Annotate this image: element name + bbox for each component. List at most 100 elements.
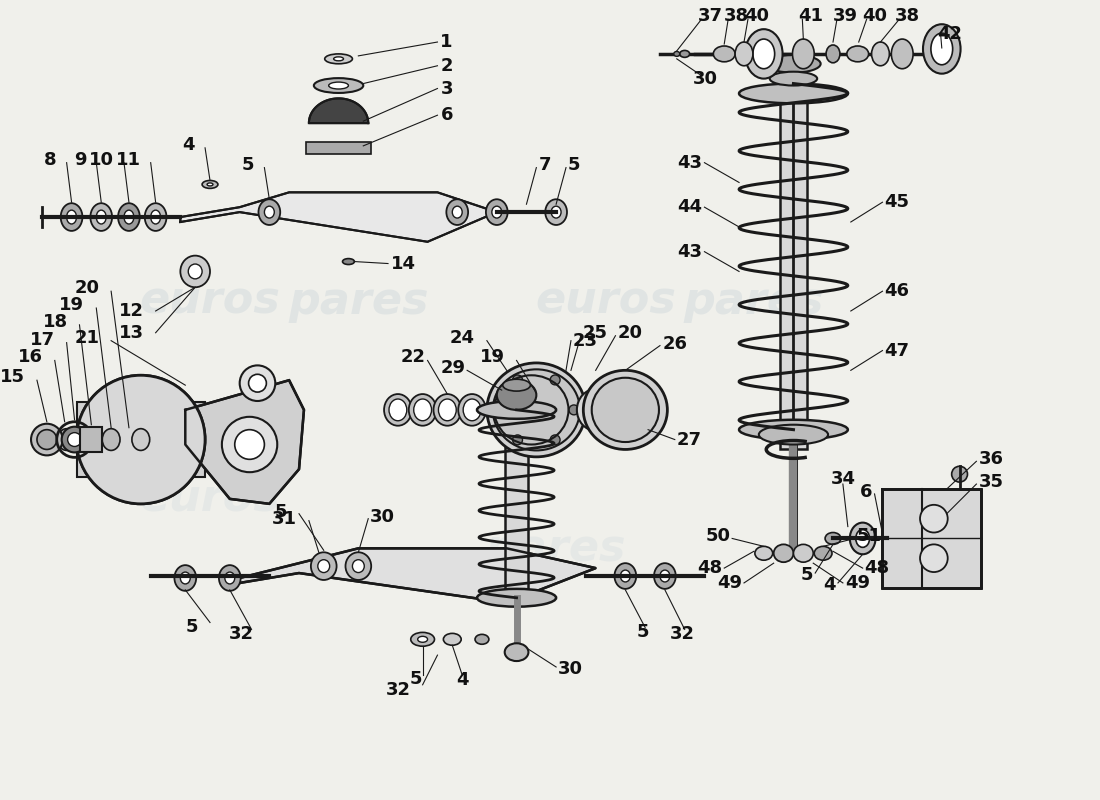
Ellipse shape bbox=[67, 210, 77, 224]
Text: euros: euros bbox=[535, 280, 676, 322]
Text: 41: 41 bbox=[799, 7, 824, 26]
Ellipse shape bbox=[503, 379, 530, 391]
Bar bbox=[77, 402, 205, 477]
Circle shape bbox=[513, 435, 522, 445]
Ellipse shape bbox=[847, 46, 869, 62]
Ellipse shape bbox=[477, 589, 557, 606]
Ellipse shape bbox=[735, 42, 752, 66]
Text: 21: 21 bbox=[75, 329, 99, 346]
Text: 26: 26 bbox=[663, 334, 688, 353]
Text: 44: 44 bbox=[678, 198, 703, 216]
Text: 50: 50 bbox=[705, 527, 730, 546]
Text: 20: 20 bbox=[617, 324, 642, 342]
Ellipse shape bbox=[592, 378, 659, 442]
Ellipse shape bbox=[497, 380, 537, 410]
Text: pares: pares bbox=[683, 280, 824, 322]
Ellipse shape bbox=[97, 210, 107, 224]
Ellipse shape bbox=[102, 429, 120, 450]
Text: 5: 5 bbox=[409, 670, 422, 688]
Ellipse shape bbox=[124, 210, 134, 224]
Ellipse shape bbox=[891, 39, 913, 69]
Ellipse shape bbox=[31, 424, 63, 455]
Text: 46: 46 bbox=[884, 282, 910, 300]
Text: 9: 9 bbox=[74, 150, 87, 169]
Ellipse shape bbox=[324, 54, 352, 64]
Ellipse shape bbox=[452, 206, 462, 218]
Ellipse shape bbox=[759, 425, 828, 445]
Bar bbox=[505, 420, 528, 602]
Circle shape bbox=[569, 405, 579, 415]
Text: pares: pares bbox=[486, 527, 626, 570]
Polygon shape bbox=[185, 380, 304, 504]
Text: 14: 14 bbox=[390, 254, 416, 273]
Circle shape bbox=[920, 505, 948, 533]
Ellipse shape bbox=[202, 181, 218, 188]
Bar bbox=[780, 94, 807, 450]
Text: 25: 25 bbox=[583, 324, 608, 342]
Text: 43: 43 bbox=[678, 242, 703, 261]
Circle shape bbox=[109, 408, 173, 471]
Ellipse shape bbox=[389, 399, 407, 421]
Ellipse shape bbox=[224, 572, 234, 584]
Circle shape bbox=[513, 375, 522, 385]
Ellipse shape bbox=[825, 533, 840, 544]
Ellipse shape bbox=[418, 636, 428, 642]
Text: 47: 47 bbox=[884, 342, 910, 359]
Circle shape bbox=[123, 422, 158, 458]
Text: euros: euros bbox=[140, 280, 280, 322]
Text: 48: 48 bbox=[697, 559, 723, 577]
Ellipse shape bbox=[487, 363, 586, 457]
Text: euros: euros bbox=[140, 478, 280, 520]
Ellipse shape bbox=[433, 394, 461, 426]
Ellipse shape bbox=[826, 45, 840, 62]
Ellipse shape bbox=[180, 256, 210, 287]
Ellipse shape bbox=[584, 396, 607, 424]
Ellipse shape bbox=[82, 429, 100, 450]
Ellipse shape bbox=[118, 203, 140, 231]
Text: 32: 32 bbox=[670, 626, 695, 643]
Ellipse shape bbox=[674, 51, 680, 56]
Circle shape bbox=[77, 375, 205, 504]
Text: pares: pares bbox=[288, 280, 429, 322]
Ellipse shape bbox=[264, 206, 274, 218]
Text: 35: 35 bbox=[978, 473, 1003, 491]
Text: 19: 19 bbox=[59, 296, 85, 314]
Ellipse shape bbox=[342, 258, 354, 265]
Ellipse shape bbox=[207, 183, 213, 186]
Ellipse shape bbox=[443, 634, 461, 646]
Polygon shape bbox=[882, 489, 981, 588]
Text: 13: 13 bbox=[119, 324, 144, 342]
Text: 5: 5 bbox=[242, 156, 254, 174]
Circle shape bbox=[240, 366, 275, 401]
Text: 4: 4 bbox=[824, 576, 836, 594]
Ellipse shape bbox=[62, 426, 87, 453]
Text: 5: 5 bbox=[568, 156, 581, 174]
Circle shape bbox=[494, 405, 504, 415]
Ellipse shape bbox=[409, 394, 437, 426]
Ellipse shape bbox=[463, 399, 481, 421]
Ellipse shape bbox=[486, 199, 508, 225]
Text: 39: 39 bbox=[833, 7, 858, 26]
Text: 24: 24 bbox=[450, 329, 475, 346]
Ellipse shape bbox=[180, 572, 190, 584]
Ellipse shape bbox=[311, 552, 337, 580]
Text: 6: 6 bbox=[860, 483, 872, 501]
Text: 1: 1 bbox=[440, 33, 453, 51]
Ellipse shape bbox=[767, 55, 821, 73]
Ellipse shape bbox=[739, 420, 848, 439]
Ellipse shape bbox=[615, 563, 636, 589]
Ellipse shape bbox=[188, 264, 202, 279]
Ellipse shape bbox=[546, 199, 566, 225]
Circle shape bbox=[94, 392, 188, 487]
Text: 5: 5 bbox=[801, 566, 813, 584]
Ellipse shape bbox=[151, 210, 161, 224]
Ellipse shape bbox=[620, 570, 630, 582]
Circle shape bbox=[77, 375, 205, 504]
Ellipse shape bbox=[145, 203, 166, 231]
Text: 30: 30 bbox=[693, 70, 717, 88]
Text: 12: 12 bbox=[119, 302, 144, 320]
Ellipse shape bbox=[551, 206, 561, 218]
Ellipse shape bbox=[931, 33, 953, 65]
Circle shape bbox=[550, 435, 560, 445]
Text: 10: 10 bbox=[89, 150, 114, 169]
